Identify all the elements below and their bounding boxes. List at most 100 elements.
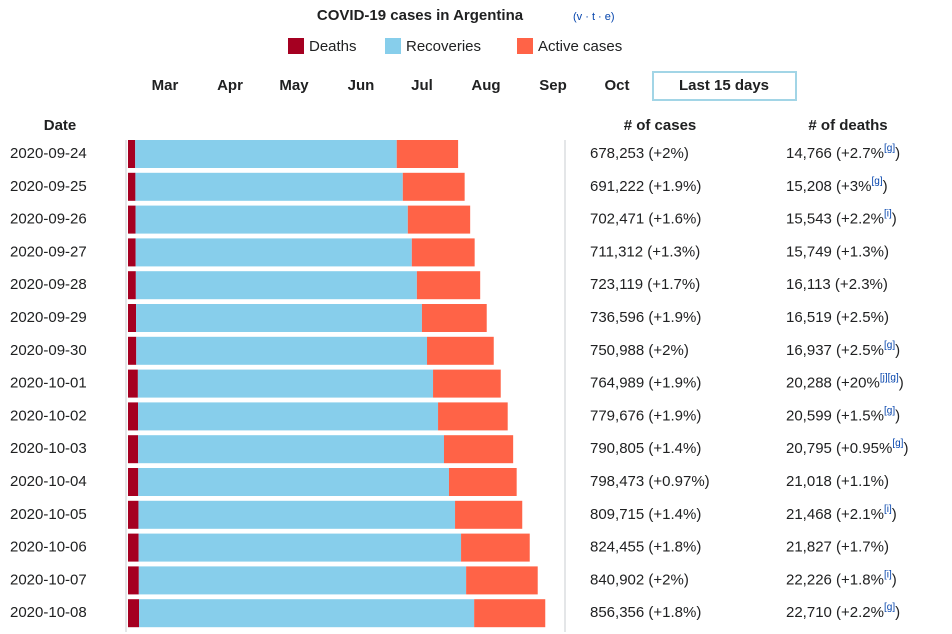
cases-cell: 798,473 (+0.97%) xyxy=(590,473,710,490)
bar-segment xyxy=(466,566,538,595)
cases-cell: 711,312 (+1.3%) xyxy=(590,243,700,260)
bar-segment xyxy=(128,533,139,562)
deaths-cell: 15,749 (+1.3%) xyxy=(786,243,889,260)
date-label: 2020-10-04 xyxy=(10,473,87,490)
bar-segment xyxy=(128,599,140,628)
deaths-value: 21,018 (+1.1%) xyxy=(786,473,889,490)
cases-cell: 736,596 (+1.9%) xyxy=(590,309,701,326)
month-link[interactable]: Sep xyxy=(539,77,567,94)
date-label: 2020-09-27 xyxy=(10,243,87,260)
cases-cell: 790,805 (+1.4%) xyxy=(590,440,701,457)
bar-segment xyxy=(139,599,475,628)
bar-segment xyxy=(443,435,514,464)
deaths-value: 22,710 (+2.2% xyxy=(786,604,884,621)
deaths-value: 16,519 (+2.5%) xyxy=(786,309,889,326)
deaths-cell: 20,599 (+1.5%[g]) xyxy=(786,405,900,424)
deaths-close: ) xyxy=(903,440,908,457)
bar-segment xyxy=(128,566,139,595)
deaths-value: 16,937 (+2.5% xyxy=(786,342,884,359)
date-label: 2020-09-30 xyxy=(10,342,87,359)
bar-segment xyxy=(128,402,139,431)
footnote: [i] xyxy=(884,503,892,514)
deaths-close: ) xyxy=(899,375,904,392)
date-label: 2020-09-26 xyxy=(10,211,87,228)
deaths-close: ) xyxy=(892,506,897,523)
deaths-cell: 16,113 (+2.3%) xyxy=(786,276,888,293)
month-link[interactable]: Oct xyxy=(604,77,629,94)
deaths-cell: 21,827 (+1.7%) xyxy=(786,539,889,556)
bar-segment xyxy=(448,468,517,496)
footnote: [g] xyxy=(871,175,882,186)
bar-segment xyxy=(396,140,459,168)
cases-cell: 702,471 (+1.6%) xyxy=(590,211,701,228)
selected-view-box[interactable] xyxy=(652,71,797,101)
bar-segment xyxy=(421,304,487,332)
deaths-cell: 22,710 (+2.2%[g]) xyxy=(786,602,900,621)
bar-segment xyxy=(474,599,546,628)
date-label: 2020-09-24 xyxy=(10,145,87,162)
footnote: [g] xyxy=(884,602,895,613)
month-link[interactable]: Mar xyxy=(152,77,179,94)
bar-segment xyxy=(135,238,412,267)
legend-swatch xyxy=(288,38,304,54)
cases-cell: 691,222 (+1.9%) xyxy=(590,178,701,195)
bar-segment xyxy=(411,238,475,267)
footnote: [i] xyxy=(884,208,892,219)
date-label: 2020-09-28 xyxy=(10,276,87,293)
bar-segment xyxy=(128,468,139,496)
date-label: 2020-10-05 xyxy=(10,506,87,523)
deaths-value: 20,599 (+1.5% xyxy=(786,407,884,424)
deaths-close: ) xyxy=(883,178,888,195)
month-link[interactable]: Jul xyxy=(411,77,433,94)
bar-segment xyxy=(136,304,422,332)
bar-segment xyxy=(138,566,467,595)
deaths-value: 22,226 (+1.8% xyxy=(786,571,884,588)
date-label: 2020-09-25 xyxy=(10,178,87,195)
deaths-value: 20,288 (+20% xyxy=(786,375,880,392)
bar-segment xyxy=(128,271,136,300)
bar-segment xyxy=(138,500,456,529)
bar-segment xyxy=(455,500,523,529)
cases-cell: 723,119 (+1.7%) xyxy=(590,276,700,293)
footnote: [g] xyxy=(892,438,903,449)
deaths-cell: 21,468 (+2.1%[i]) xyxy=(786,503,897,522)
deaths-value: 15,208 (+3% xyxy=(786,178,871,195)
column-header: Date xyxy=(44,117,77,134)
cases-cell: 856,356 (+1.8%) xyxy=(590,604,701,621)
deaths-cell: 21,018 (+1.1%) xyxy=(786,473,889,490)
footnote: [i] xyxy=(884,569,892,580)
footnote: [g] xyxy=(884,143,895,154)
bar-segment xyxy=(461,533,530,562)
month-link[interactable]: Apr xyxy=(217,77,243,94)
bar-segment xyxy=(427,336,494,365)
bar-segment xyxy=(128,500,139,529)
deaths-cell: 16,519 (+2.5%) xyxy=(786,309,889,326)
deaths-close: ) xyxy=(895,342,900,359)
cases-cell: 824,455 (+1.8%) xyxy=(590,539,701,556)
deaths-value: 20,795 (+0.95% xyxy=(786,440,892,457)
month-link[interactable]: Aug xyxy=(471,77,500,94)
bar-segment xyxy=(438,402,508,431)
month-link[interactable]: Jun xyxy=(348,77,375,94)
bar-segment xyxy=(138,533,462,562)
nav-links[interactable]: (v · t · e) xyxy=(573,11,615,23)
month-link[interactable]: May xyxy=(279,77,309,94)
deaths-cell: 14,766 (+2.7%[g]) xyxy=(786,143,900,162)
bar-segment xyxy=(135,140,397,168)
deaths-close: ) xyxy=(895,145,900,162)
bar-segment xyxy=(138,435,444,464)
cases-cell: 840,902 (+2%) xyxy=(590,571,689,588)
bar-segment xyxy=(136,336,428,365)
date-label: 2020-10-02 xyxy=(10,407,87,424)
cases-cell: 678,253 (+2%) xyxy=(590,145,689,162)
deaths-close: ) xyxy=(895,604,900,621)
selected-view: Last 15 days xyxy=(679,77,769,94)
footnote: [j][g] xyxy=(880,372,899,383)
column-header: # of deaths xyxy=(808,117,887,134)
deaths-cell: 22,226 (+1.8%[i]) xyxy=(786,569,897,588)
legend-label: Recoveries xyxy=(406,38,481,55)
deaths-close: ) xyxy=(895,407,900,424)
cases-cell: 764,989 (+1.9%) xyxy=(590,375,701,392)
bar-segment xyxy=(128,172,136,201)
